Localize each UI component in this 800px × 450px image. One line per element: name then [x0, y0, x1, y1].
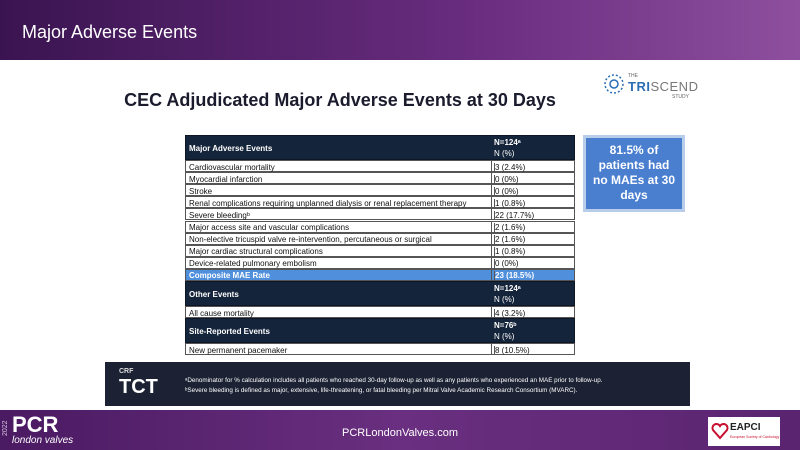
cell-divider [491, 161, 492, 172]
table-row: Non-elective tricuspid valve re-interven… [185, 232, 575, 245]
cell-divider [491, 233, 492, 244]
table-row: All cause mortality 4 (3.2%) [185, 306, 575, 319]
slide-title: CEC Adjudicated Major Adverse Events at … [124, 90, 556, 110]
table-row: Stroke 0 (0%) [185, 184, 575, 197]
value-cell: 0 (0%) [494, 186, 519, 196]
value-cell: 8 (10.5%) [494, 345, 530, 355]
event-cell: Stroke [189, 186, 213, 196]
section-header: Other Events N=124ᵃ N (%) [185, 281, 575, 306]
cell-divider [491, 307, 492, 318]
cell-divider [491, 221, 492, 232]
cell-divider [491, 185, 492, 196]
logo-prefix: THE [628, 73, 638, 79]
total-row: Composite MAE Rate 23 (18.5%) [185, 268, 575, 281]
event-cell: Myocardial infarction [189, 174, 263, 184]
footer-brand: PCR [12, 412, 59, 437]
value-cell: 2 (1.6%) [494, 223, 526, 232]
event-cell: Non-elective tricuspid valve re-interven… [189, 235, 432, 245]
table-row: Renal complications requiring unplanned … [185, 196, 575, 209]
header-bar: Major Adverse Events [0, 0, 800, 60]
value-cell: 0 (0%) [494, 174, 519, 184]
table-row: Severe bleedingᵇ 22 (17.7%) [185, 208, 575, 221]
cell-divider [491, 344, 492, 355]
event-cell: All cause mortality [189, 308, 254, 318]
logo-icon [604, 74, 624, 94]
partner-icon [711, 423, 729, 440]
section-unit: N (%) [494, 332, 515, 342]
cell-divider [491, 173, 492, 184]
cell-divider [491, 197, 492, 208]
event-cell: Major access site and vascular complicat… [189, 223, 350, 232]
table-row: Cardiovascular mortality 3 (2.4%) [185, 160, 575, 173]
table-row: New permanent pacemaker 8 (10.5%) [185, 343, 575, 356]
section-unit: N (%) [494, 149, 515, 158]
footer-url: PCRLondonValves.com [342, 427, 458, 439]
crf-logo: CRF [119, 368, 134, 375]
event-cell: Device-related pulmonary embolism [189, 259, 317, 269]
value-cell: 3 (2.4%) [494, 162, 526, 172]
section-label: Site-Reported Events [189, 327, 270, 337]
table-row: Myocardial infarction 0 (0%) [185, 172, 575, 185]
event-cell: Cardiovascular mortality [189, 162, 275, 172]
footer-year: 2022 [2, 420, 9, 436]
footer-sub: london valves [12, 435, 74, 446]
table-row: Major access site and vascular complicat… [185, 220, 575, 233]
logo-name-a: TRI [628, 79, 651, 94]
logo-name: TRISCEND [628, 79, 698, 94]
logo-suffix: STUDY [672, 94, 689, 100]
value-cell: 4 (3.2%) [494, 308, 526, 318]
cell-divider [491, 257, 492, 268]
section-header: Site-Reported Events N=76ᵇ N (%) [185, 318, 575, 344]
event-cell: Composite MAE Rate [189, 271, 270, 281]
partner-logo: EAPCI European Society of Cardiology [708, 417, 780, 446]
value-cell: 23 (18.5%) [494, 271, 535, 281]
event-cell: New permanent pacemaker [189, 345, 288, 355]
footnote: ᵃDenominator for % calculation includes … [185, 377, 603, 384]
value-cell: 1 (0.8%) [494, 247, 526, 257]
logo-name-b: SCEND [650, 79, 699, 94]
cell-divider [491, 269, 492, 280]
event-cell: Renal complications requiring unplanned … [189, 198, 467, 208]
table-row: Device-related pulmonary embolism 0 (0%) [185, 256, 575, 269]
tct-logo: TCT [119, 376, 158, 398]
value-cell: 22 (17.7%) [494, 210, 535, 220]
sponsor-bar: CRF TCT ᵃDenominator for % calculation i… [105, 362, 690, 406]
value-cell: 2 (1.6%) [494, 235, 526, 245]
event-cell: Major cardiac structural complications [189, 247, 323, 257]
event-cell: Severe bleedingᵇ [189, 210, 250, 220]
cell-divider [491, 245, 492, 256]
callout: 81.5% of patients had no MAEs at 30 days [583, 135, 685, 212]
value-cell: 0 (0%) [494, 259, 519, 269]
header-title: Major Adverse Events [22, 22, 198, 42]
section-label: Major Adverse Events [189, 144, 273, 153]
table-row: Major cardiac structural complications 1 … [185, 244, 575, 257]
footer-bar: 2022 PCR london valves PCRLondonValves.c… [0, 410, 800, 450]
partner-name: EAPCI [730, 422, 761, 433]
section-n: N=124ᵃ [494, 138, 521, 147]
section-n: N=124ᵃ [494, 284, 521, 293]
value-cell: 1 (0.8%) [494, 198, 526, 208]
section-label: Other Events [189, 290, 239, 299]
cell-divider [491, 209, 492, 220]
section-n: N=76ᵇ [494, 321, 517, 331]
section-unit: N (%) [494, 295, 515, 304]
section-header: Major Adverse Events N=124ᵃ N (%) [185, 135, 575, 160]
footnote: ᵇSevere bleeding is defined as major, ex… [185, 387, 578, 394]
partner-sub: European Society of Cardiology [730, 435, 780, 439]
